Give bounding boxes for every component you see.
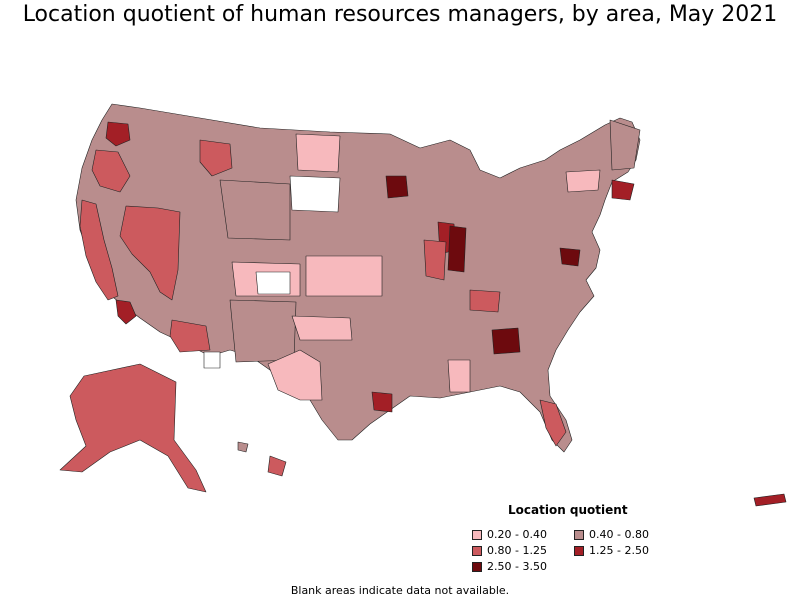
legend-item-2: 0.80 - 1.25	[472, 544, 547, 557]
region-idaho-montana[interactable]	[199, 139, 233, 177]
region-no-data-colorado	[255, 271, 291, 295]
region-wyoming[interactable]	[219, 179, 291, 241]
region-no-data-montana	[289, 175, 341, 213]
region-oklahoma[interactable]	[291, 315, 353, 341]
region-illinois[interactable]	[423, 239, 447, 281]
region-oregon[interactable]	[91, 149, 131, 193]
legend-title: Location quotient	[508, 503, 628, 517]
region-hawaii-oahu[interactable]	[237, 441, 249, 453]
region-new-england[interactable]	[609, 119, 641, 171]
region-la-area[interactable]	[115, 299, 137, 325]
legend-label-3: 1.25 - 2.50	[589, 544, 649, 557]
region-florida[interactable]	[539, 399, 567, 447]
region-nevada[interactable]	[119, 205, 181, 301]
legend-label-4: 2.50 - 3.50	[487, 560, 547, 573]
region-indiana[interactable]	[447, 225, 467, 273]
legend-swatch-3	[574, 545, 584, 556]
map-title: Location quotient of human resources man…	[22, 2, 778, 27]
legend-item-4: 2.50 - 3.50	[472, 560, 547, 573]
legend-label-0: 0.20 - 0.40	[487, 528, 547, 541]
region-mississippi[interactable]	[447, 359, 471, 393]
region-no-data-arizona	[203, 351, 221, 369]
region-seattle[interactable]	[105, 121, 131, 147]
legend-swatch-4	[472, 561, 482, 572]
region-minnesota-metro[interactable]	[385, 175, 409, 199]
legend-swatch-0	[472, 529, 482, 540]
legend-label-2: 0.80 - 1.25	[487, 544, 547, 557]
legend-swatch-2	[472, 545, 482, 556]
region-kentucky[interactable]	[469, 289, 501, 313]
region-alaska[interactable]	[59, 363, 207, 493]
region-california-coast[interactable]	[79, 199, 119, 301]
region-north-dakota[interactable]	[295, 133, 341, 173]
region-kansas[interactable]	[305, 255, 383, 297]
region-new-mexico[interactable]	[229, 299, 297, 363]
legend-label-1: 0.40 - 0.80	[589, 528, 649, 541]
region-new-york[interactable]	[565, 169, 601, 193]
legend-item-3: 1.25 - 2.50	[574, 544, 649, 557]
region-houston[interactable]	[371, 391, 393, 413]
footnote: Blank areas indicate data not available.	[290, 584, 510, 597]
region-west-texas[interactable]	[267, 349, 323, 401]
region-boston[interactable]	[611, 179, 635, 201]
legend-item-1: 0.40 - 0.80	[574, 528, 649, 541]
region-dc-baltimore[interactable]	[559, 247, 581, 267]
region-puerto-rico[interactable]	[753, 493, 787, 507]
legend-item-0: 0.20 - 0.40	[472, 528, 547, 541]
region-nashville[interactable]	[491, 327, 521, 355]
region-arizona[interactable]	[169, 319, 211, 353]
legend-swatch-1	[574, 529, 584, 540]
region-hawaii-big-island[interactable]	[267, 455, 287, 477]
